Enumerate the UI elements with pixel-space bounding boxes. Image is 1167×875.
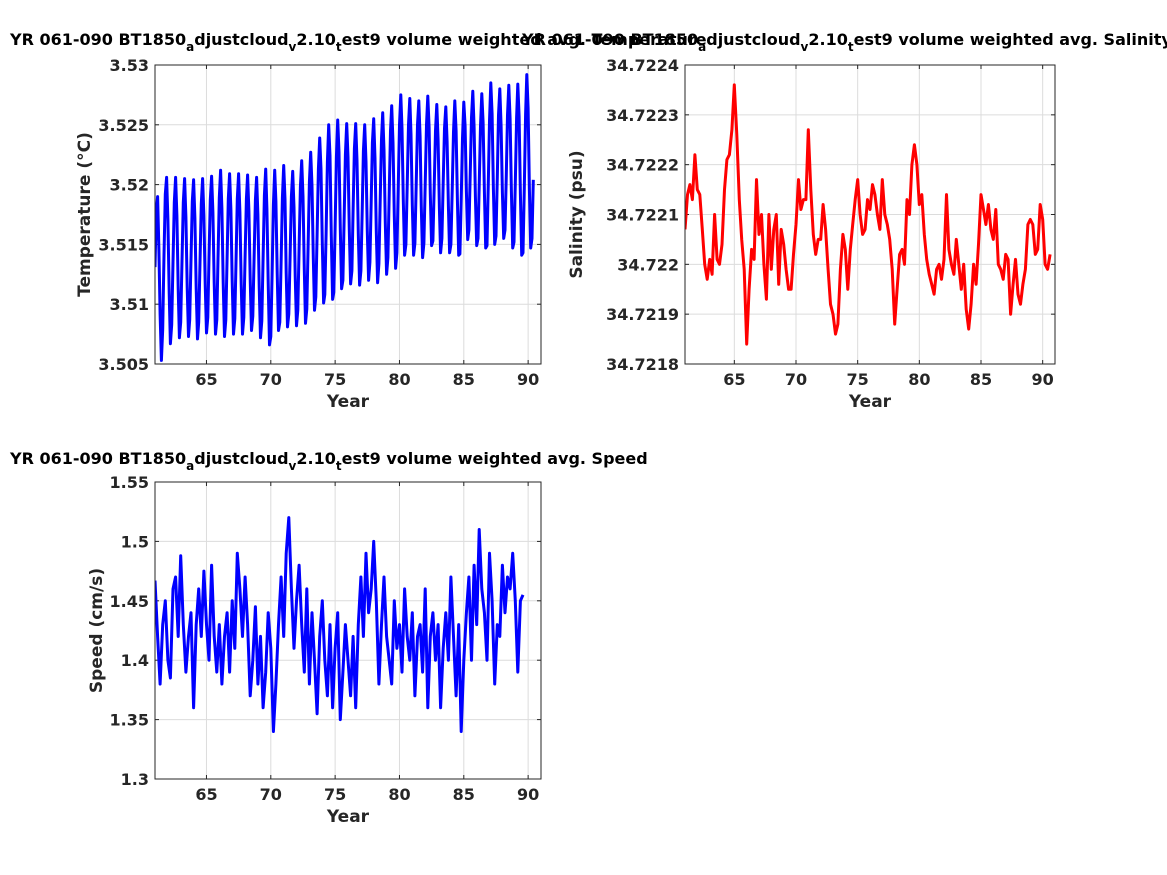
y-tick-label: 1.45 [110,592,149,611]
y-tick-label: 34.7219 [606,305,679,324]
y-tick-label: 34.7218 [606,355,679,374]
salinity-series-line [685,83,1052,346]
y-tick-label: 1.5 [121,532,149,551]
x-tick-label: 75 [324,785,346,804]
x-tick-label: 70 [260,785,282,804]
axes-box [684,64,1056,365]
axes-box [154,481,542,780]
temperature-series-line [155,73,535,362]
speed-panel: 65 70 75 80 85 90 1.3 1.35 1.4 1.45 1.5 1.55 Year Spe… [9,449,648,827]
chart-title: YR 061-090 BT1850adjustcloudv2.10test9 v… [9,30,707,54]
x-tick-label: 85 [453,370,475,389]
x-tick-label: 90 [517,785,539,804]
y-tick-label: 34.7223 [606,106,679,125]
speed-series-line [155,516,525,733]
x-tick-label: 90 [1032,370,1054,389]
y-tick-label: 34.7221 [606,206,679,225]
y-tick-label: 3.53 [110,56,149,75]
x-axis-label: Year [326,392,370,412]
chart-title: YR 061-090 BT1850adjustcloudv2.10test9 v… [521,30,1167,54]
y-tick-label: 3.505 [98,355,149,374]
y-tick-label: 34.722 [617,255,679,274]
axes-box [154,64,542,365]
y-tick-label: 34.7222 [606,156,679,175]
x-tick-label: 70 [260,370,282,389]
y-tick-label: 3.525 [98,116,149,135]
y-tick-label: 1.3 [121,770,149,789]
x-tick-label: 65 [195,785,217,804]
x-tick-label: 75 [847,370,869,389]
y-axis-label: Speed (cm/s) [87,568,107,693]
x-tick-label: 70 [785,370,807,389]
x-tick-label: 75 [324,370,346,389]
y-tick-label: 1.4 [121,651,149,670]
y-tick-label: 3.52 [110,176,149,195]
temperature-panel: 65 70 75 80 85 90 3.505 3.51 3.515 3.52 3.525 3.53 Y… [9,30,707,412]
x-tick-label: 65 [723,370,745,389]
y-tick-label: 34.7224 [606,56,679,75]
x-tick-label: 65 [195,370,217,389]
x-tick-label: 80 [388,370,410,389]
y-axis-label: Temperature (°C) [75,132,95,297]
x-axis-label: Year [848,392,892,412]
y-tick-label: 1.35 [110,711,149,730]
x-tick-label: 80 [388,785,410,804]
x-tick-label: 85 [453,785,475,804]
y-axis-label: Salinity (psu) [567,150,587,278]
x-tick-label: 85 [970,370,992,389]
salinity-panel: 65 70 75 80 85 90 34.7218 34.7219 34.722 34.7221 3… [521,30,1167,412]
x-tick-label: 90 [517,370,539,389]
x-tick-label: 80 [908,370,930,389]
chart-title: YR 061-090 BT1850adjustcloudv2.10test9 v… [9,449,648,473]
y-tick-label: 1.55 [110,473,149,492]
y-tick-label: 3.515 [98,235,149,254]
x-axis-label: Year [326,807,370,827]
y-tick-label: 3.51 [110,295,149,314]
